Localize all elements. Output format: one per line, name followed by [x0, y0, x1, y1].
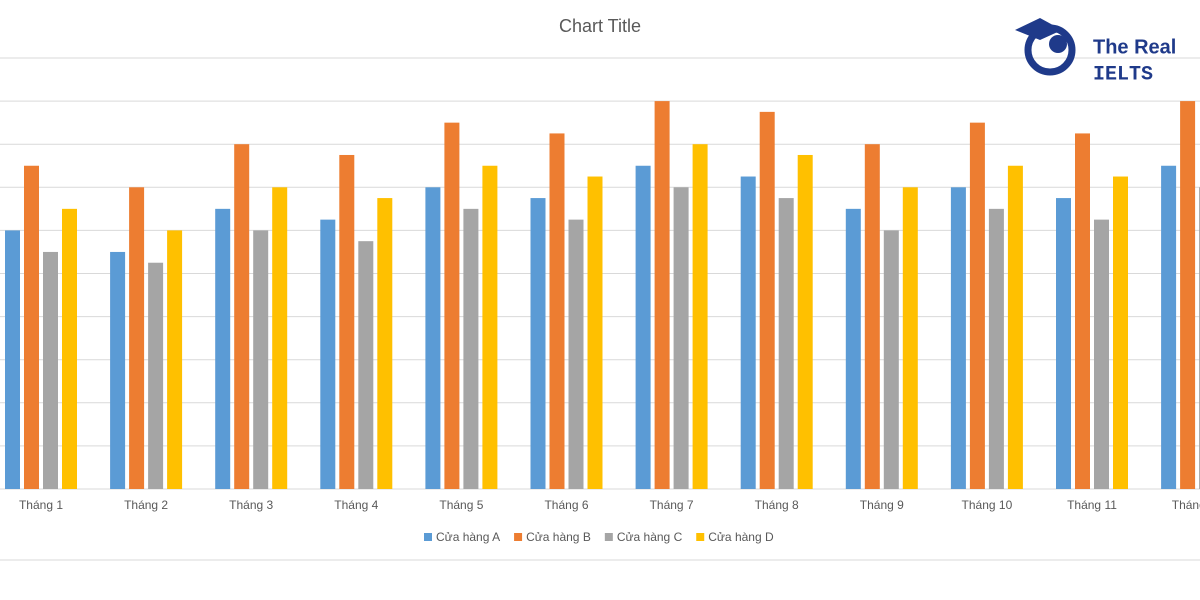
bar — [43, 251, 58, 489]
bar — [587, 176, 603, 489]
bar — [740, 176, 756, 489]
legend-label: Cửa hàng D — [708, 530, 774, 544]
bar — [62, 208, 77, 489]
bar — [5, 230, 20, 489]
bar — [425, 187, 441, 490]
bar — [1180, 101, 1196, 489]
bar — [673, 187, 689, 490]
bar — [864, 144, 880, 489]
bar — [1075, 133, 1090, 490]
bar — [129, 187, 145, 490]
bar — [902, 187, 918, 490]
x-tick-label: Tháng 11 — [1067, 498, 1117, 512]
x-tick-label: Tháng 8 — [755, 498, 799, 512]
bar — [654, 101, 670, 489]
bar — [1113, 176, 1128, 489]
x-tick-label: Tháng 5 — [439, 498, 483, 512]
legend-label: Cửa hàng C — [617, 530, 683, 544]
logo-text: IELTS — [1093, 63, 1153, 86]
x-tick-label: Tháng 9 — [860, 498, 904, 512]
logo-text: The Real — [1093, 36, 1176, 58]
bar — [530, 198, 546, 489]
bar — [234, 144, 250, 489]
legend-label: Cửa hàng A — [436, 530, 500, 544]
logo-icon — [1015, 18, 1062, 40]
legend-swatch — [696, 533, 705, 541]
x-tick-label: Tháng 12 — [1172, 498, 1200, 512]
x-tick-label: Tháng 6 — [544, 498, 588, 512]
bar — [148, 262, 164, 489]
bar — [110, 251, 126, 489]
bar — [778, 198, 794, 489]
x-tick-label: Tháng 2 — [124, 498, 168, 512]
chart-title: Chart Title — [559, 16, 641, 36]
legend-label: Cửa hàng B — [526, 530, 591, 544]
x-tick-label: Tháng 7 — [650, 498, 694, 512]
bar — [797, 154, 813, 489]
x-tick-label: Tháng 4 — [334, 498, 378, 512]
bar — [215, 208, 231, 489]
bar — [549, 133, 565, 490]
x-tick-label: Tháng 10 — [962, 498, 1013, 512]
bar — [950, 187, 966, 490]
bar — [272, 187, 288, 490]
bar — [1007, 165, 1023, 489]
bar — [1056, 198, 1071, 489]
bar — [969, 122, 985, 490]
bar — [692, 144, 708, 489]
bar — [377, 198, 393, 489]
bar — [444, 122, 460, 490]
bar — [635, 165, 651, 489]
bar — [568, 219, 584, 489]
logo: The Real IELTS — [1015, 18, 1176, 86]
bar — [320, 219, 336, 489]
logo-icon — [1049, 35, 1067, 53]
bar — [482, 165, 498, 489]
bar — [167, 230, 183, 489]
x-tick-label: Tháng 1 — [19, 498, 63, 512]
bar — [988, 208, 1004, 489]
bar — [1161, 165, 1177, 489]
bar — [339, 154, 355, 489]
bar — [253, 230, 269, 489]
bar — [1094, 219, 1109, 489]
x-tick-label: Tháng 3 — [229, 498, 273, 512]
bar — [883, 230, 899, 489]
legend-swatch — [424, 533, 432, 541]
bar — [759, 111, 775, 489]
bar — [358, 241, 374, 489]
bar — [845, 208, 861, 489]
legend-swatch — [604, 533, 613, 541]
legend-swatch — [514, 533, 523, 541]
bar — [463, 208, 479, 489]
bar — [24, 165, 39, 489]
